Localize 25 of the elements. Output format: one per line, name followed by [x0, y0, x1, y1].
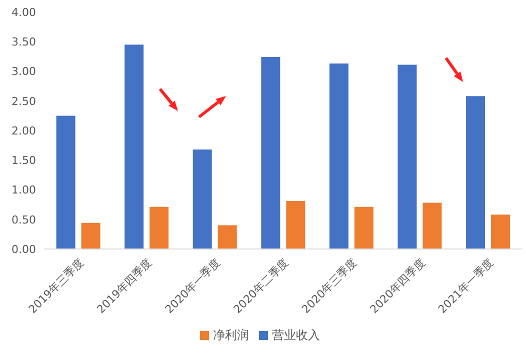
y-tick-label: 3.00: [12, 65, 36, 78]
bar: [491, 214, 510, 249]
bar: [286, 201, 306, 249]
y-tick-label: 0.00: [12, 242, 36, 256]
bar: [422, 202, 442, 249]
legend-label: 营业收入: [272, 328, 320, 342]
y-tick-label: 2.50: [12, 94, 36, 108]
bar: [124, 44, 144, 249]
bar: [218, 225, 237, 249]
bar: [354, 206, 374, 249]
bar: [81, 222, 100, 249]
y-tick-label: 4.00: [12, 6, 36, 19]
y-tick-label: 3.50: [12, 36, 36, 49]
legend-label: 净利润: [213, 328, 249, 342]
bar: [398, 64, 417, 249]
y-tick-label: 1.50: [12, 154, 36, 168]
y-tick-label: 2.00: [12, 124, 36, 138]
y-tick-label: 0.50: [12, 213, 36, 226]
bar: [56, 116, 76, 249]
bar: [192, 149, 212, 249]
y-tick-label: 1.00: [12, 184, 36, 197]
bar: [329, 64, 348, 249]
bar: [466, 96, 486, 249]
bar: [150, 206, 169, 249]
bar: [261, 57, 280, 249]
